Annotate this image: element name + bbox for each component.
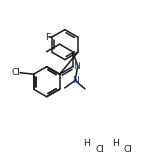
Text: H: H (84, 139, 90, 148)
Text: F: F (45, 33, 50, 42)
Text: N: N (73, 62, 79, 71)
Text: Cl: Cl (12, 68, 21, 77)
Text: N: N (72, 76, 79, 85)
Text: H: H (112, 139, 119, 148)
Text: Cl: Cl (95, 145, 104, 154)
Text: Cl: Cl (124, 145, 132, 154)
